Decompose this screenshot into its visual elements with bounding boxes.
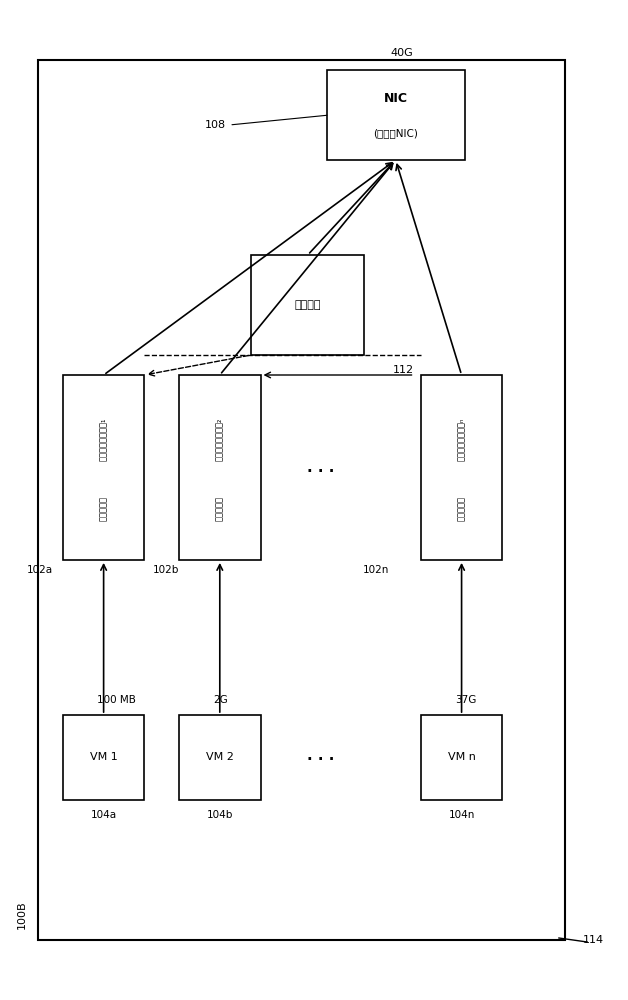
- Text: 40G: 40G: [391, 48, 413, 58]
- Bar: [63, 375, 144, 560]
- Text: VM 2: VM 2: [206, 752, 234, 762]
- Bar: [421, 715, 502, 800]
- Bar: [251, 255, 364, 355]
- Bar: [38, 60, 565, 940]
- Text: . . .: . . .: [306, 748, 334, 762]
- Text: VM 1: VM 1: [90, 752, 117, 762]
- Text: 100B: 100B: [17, 901, 27, 929]
- Text: VM n: VM n: [448, 752, 475, 762]
- Text: 用于最大上限队列₁: 用于最大上限队列₁: [99, 418, 108, 461]
- Text: 2G: 2G: [214, 695, 228, 705]
- Bar: [179, 375, 261, 560]
- Text: 100 MB: 100 MB: [97, 695, 136, 705]
- Text: 用于最大上限队列₂: 用于最大上限队列₂: [215, 418, 224, 461]
- Text: 104n: 104n: [448, 810, 475, 820]
- Text: 102n: 102n: [363, 565, 389, 575]
- Bar: [327, 70, 465, 160]
- Bar: [179, 715, 261, 800]
- Text: 的微调度器: 的微调度器: [215, 496, 224, 521]
- Text: (或聚合NIC): (或聚合NIC): [373, 128, 418, 138]
- Text: 102b: 102b: [153, 565, 179, 575]
- Text: 的微调度器: 的微调度器: [99, 496, 108, 521]
- Text: . . .: . . .: [306, 460, 334, 476]
- Text: 112: 112: [392, 365, 414, 375]
- Text: 37G: 37G: [455, 695, 477, 705]
- Text: 宏调度器: 宏调度器: [295, 300, 321, 310]
- Text: 102a: 102a: [27, 565, 53, 575]
- Text: 104a: 104a: [90, 810, 117, 820]
- Text: 的微调度器: 的微调度器: [457, 496, 466, 521]
- Bar: [63, 715, 144, 800]
- Text: 104b: 104b: [207, 810, 233, 820]
- Text: 114: 114: [583, 935, 604, 945]
- Text: 108: 108: [205, 120, 226, 130]
- Text: 用于最大上限队列ₙ: 用于最大上限队列ₙ: [457, 418, 466, 461]
- Bar: [421, 375, 502, 560]
- Text: NIC: NIC: [384, 92, 408, 105]
